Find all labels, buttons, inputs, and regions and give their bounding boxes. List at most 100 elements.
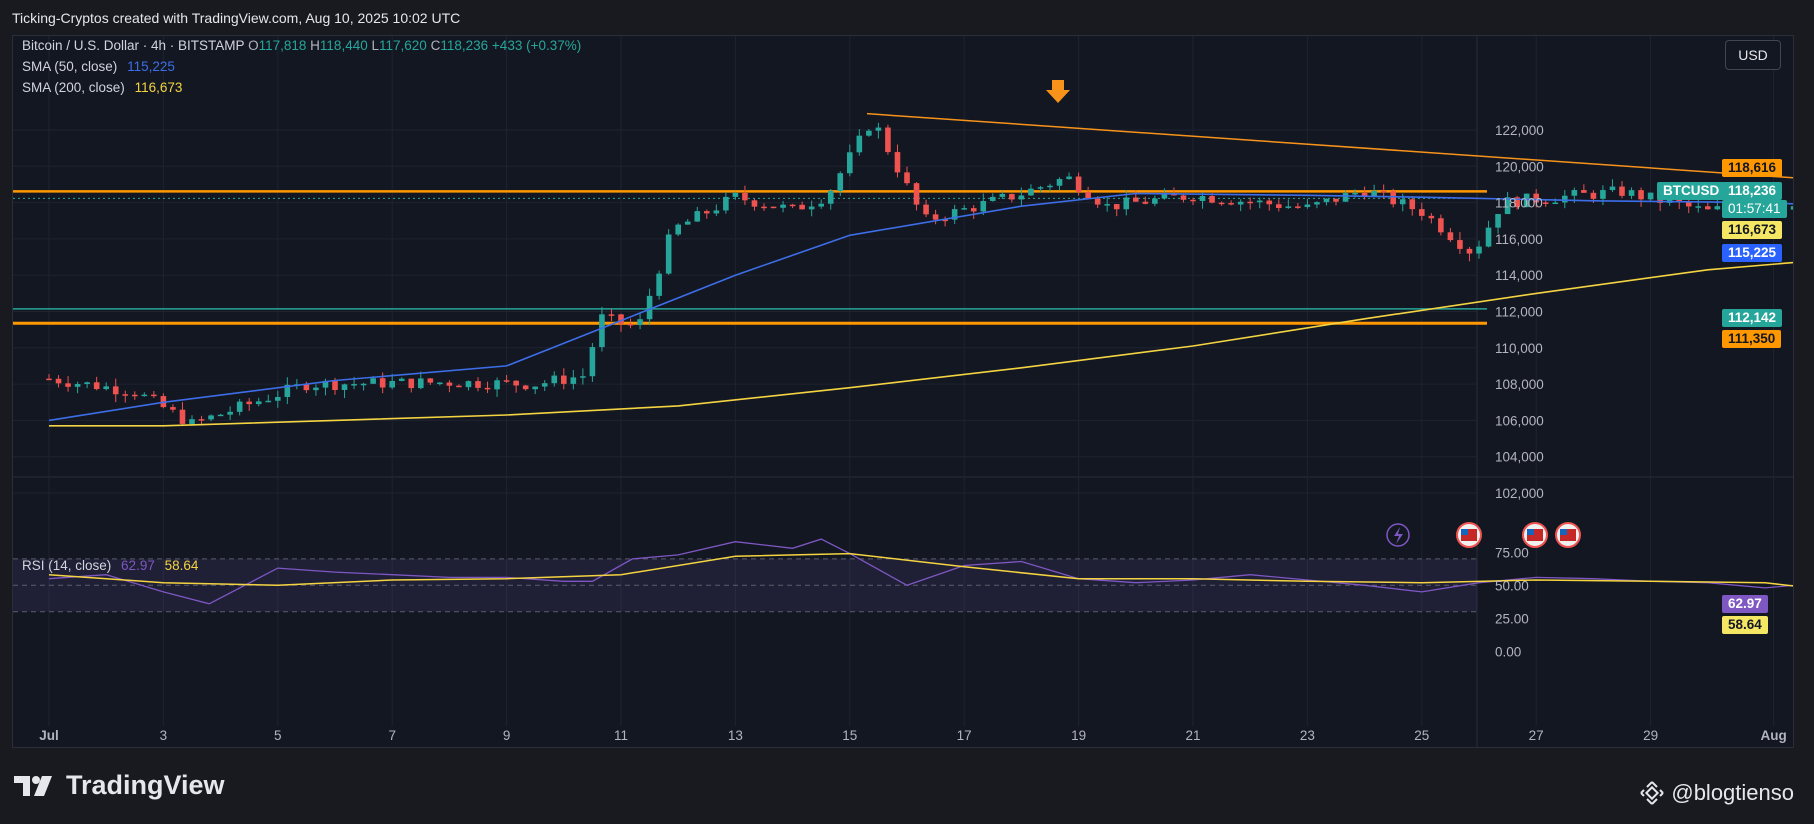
sma200-line <box>49 261 1793 427</box>
y-tick-label: 116,000 <box>1495 232 1543 247</box>
x-tick-label: 17 <box>957 728 972 743</box>
candle-body <box>923 204 929 215</box>
rsi-value: 62.97 <box>121 558 155 573</box>
y-tick-label: 120,000 <box>1495 159 1544 174</box>
candle-body <box>322 380 329 388</box>
candle-body <box>742 192 748 201</box>
candle-body <box>856 135 863 153</box>
candle-body <box>351 384 357 386</box>
candle-body <box>265 400 272 403</box>
axes: Jul357911131517192123252729Aug3579111315… <box>39 123 1786 743</box>
candle-body <box>608 314 615 316</box>
close-label: C <box>430 38 441 53</box>
candle-body <box>1390 191 1396 205</box>
candle-body <box>1542 202 1549 204</box>
rsi-ma-value: 58.64 <box>164 558 199 573</box>
candle-body <box>84 382 90 385</box>
low-value: 117,620 <box>379 38 427 53</box>
symbol-line[interactable]: Bitcoin / U.S. Dollar · 4h · BITSTAMP <box>22 38 245 53</box>
candle-body <box>465 381 472 388</box>
x-tick-label: 23 <box>1300 728 1315 743</box>
candle-body <box>913 183 920 205</box>
candle-body <box>208 415 214 420</box>
candle-body <box>427 378 434 383</box>
rsi-label: RSI (14, close) <box>22 558 112 573</box>
candle-body <box>437 382 443 385</box>
candle-body <box>1314 202 1320 205</box>
currency-button[interactable]: USD <box>1725 40 1781 70</box>
sma200-label: SMA (200, close) <box>22 80 125 95</box>
candle-body <box>665 234 672 274</box>
x-tick-label: 7 <box>388 728 396 743</box>
sma50-line <box>48 192 1793 422</box>
sma50-legend[interactable]: SMA (50, close) 115,225 <box>22 59 175 74</box>
x-tick-label: 11 <box>614 728 628 743</box>
rsi-legend[interactable]: RSI (14, close) 62.97 58.64 <box>22 558 198 573</box>
chart-canvas[interactable]: Jul357911131517192123252729Aug3579111315… <box>13 36 1793 747</box>
candle-body <box>1228 203 1234 205</box>
candle-body <box>475 381 481 388</box>
candle-body <box>179 409 186 424</box>
last-price-tag: 118,236 <box>1722 182 1783 200</box>
candle-body <box>1562 195 1568 203</box>
horizontal-levels <box>13 190 1487 325</box>
candle-body <box>446 382 453 386</box>
x-tick-label: 9 <box>503 728 511 743</box>
x-tick-label: 27 <box>1529 728 1544 743</box>
rsi-lines <box>48 538 1793 605</box>
candle-body <box>255 401 262 405</box>
rsi-tick-label: 75.00 <box>1495 545 1529 560</box>
chart-frame[interactable]: Jul357911131517192123252729Aug3579111315… <box>12 35 1794 748</box>
level-low-tag: 111,350 <box>1722 330 1782 348</box>
candle-body <box>894 152 901 173</box>
candle-body <box>151 394 157 397</box>
sma200-legend[interactable]: SMA (200, close) 116,673 <box>22 80 182 95</box>
candle-body <box>1028 188 1034 196</box>
candle-body <box>761 206 767 209</box>
x-tick-label: 19 <box>1071 728 1086 743</box>
binance-icon <box>1640 781 1665 805</box>
tradingview-logo[interactable]: TradingView <box>14 770 225 801</box>
candle-body <box>303 384 310 391</box>
candle-body <box>1266 200 1273 205</box>
candle-body <box>942 219 948 222</box>
candle-body <box>675 224 681 235</box>
trendline <box>866 112 1793 179</box>
us-flag-canton <box>1527 529 1534 535</box>
high-value: 118,440 <box>319 38 368 53</box>
candle-body <box>551 375 558 384</box>
candle-body <box>456 385 462 388</box>
tradingview-mark-icon <box>14 775 52 796</box>
candle-body <box>1047 185 1053 188</box>
candle-body <box>580 376 586 378</box>
candle-body <box>484 387 491 390</box>
candle-body <box>141 394 148 397</box>
rsi-tick-label: 25.00 <box>1495 611 1529 626</box>
candle-body <box>1142 201 1149 204</box>
candle-body <box>65 383 71 387</box>
candle-body <box>1342 193 1349 202</box>
candle-body <box>599 314 605 348</box>
candle-body <box>1037 187 1044 189</box>
candle-body <box>1552 202 1559 205</box>
candle-body <box>1209 195 1215 203</box>
candle-body <box>713 210 720 214</box>
candle-body <box>808 206 815 210</box>
rsi-band <box>13 558 1477 613</box>
candle-body <box>570 377 577 384</box>
candle-body <box>990 196 996 201</box>
y-tick-label: 106,000 <box>1495 413 1544 428</box>
sma200-tag: 116,673 <box>1722 221 1783 239</box>
candle-body <box>1333 198 1339 202</box>
candle-body <box>122 394 129 396</box>
candle-body <box>1056 179 1063 186</box>
candle-body <box>866 130 872 136</box>
candle-body <box>541 383 548 387</box>
open-label: O <box>248 38 259 53</box>
candle-body <box>885 127 891 153</box>
candle-body <box>732 192 739 197</box>
candle-body <box>513 380 519 386</box>
candle-body <box>1094 198 1101 205</box>
credit: @blogtienso <box>1639 780 1794 806</box>
candle-body <box>1161 193 1168 199</box>
